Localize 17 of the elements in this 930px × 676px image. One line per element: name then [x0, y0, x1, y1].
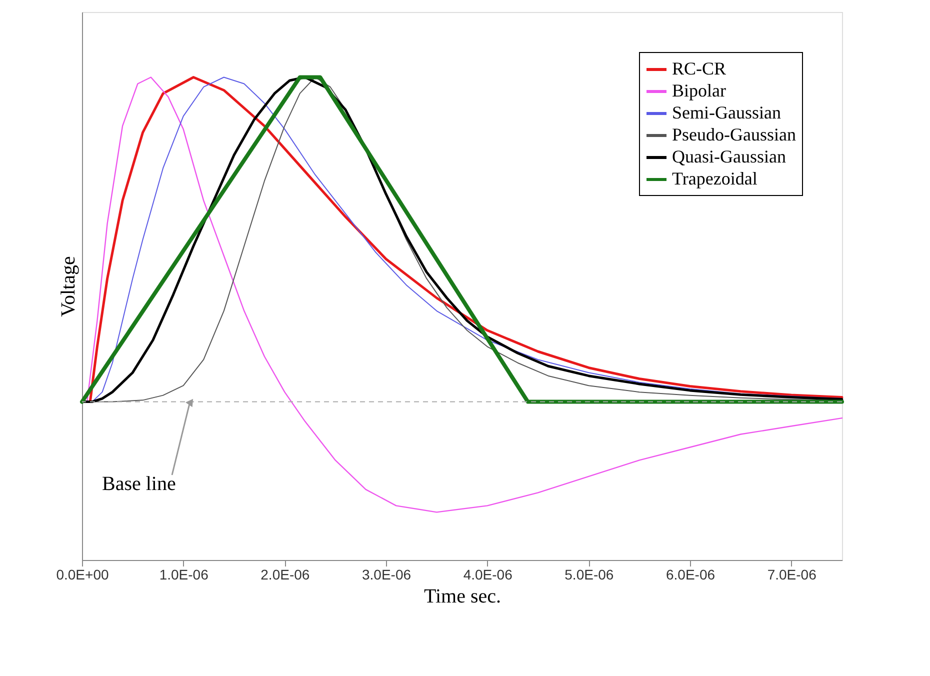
x-tick-label: 1.0E-06	[159, 566, 209, 582]
x-tick-label: 5.0E-06	[564, 566, 614, 582]
x-tick-label: 6.0E-06	[666, 566, 716, 582]
ref-line-label: Base line	[102, 473, 176, 495]
x-tick-label: 3.0E-06	[362, 566, 412, 582]
legend-label: Bipolar	[672, 80, 726, 100]
legend-label: Quasi-Gaussian	[672, 146, 786, 166]
x-tick-label: 4.0E-06	[463, 566, 513, 582]
legend-label: RC-CR	[672, 58, 726, 78]
x-tick-label: 7.0E-06	[767, 566, 817, 582]
x-tick-label: 2.0E-06	[260, 566, 310, 582]
legend-label: Trapezoidal	[672, 168, 758, 188]
x-tick-label: 0.0E+00	[56, 566, 109, 582]
legend-label: Pseudo-Gaussian	[672, 124, 796, 144]
legend-label: Semi-Gaussian	[672, 102, 781, 122]
y-axis-title: Voltage	[58, 256, 80, 317]
x-axis-title: Time sec.	[424, 586, 502, 608]
